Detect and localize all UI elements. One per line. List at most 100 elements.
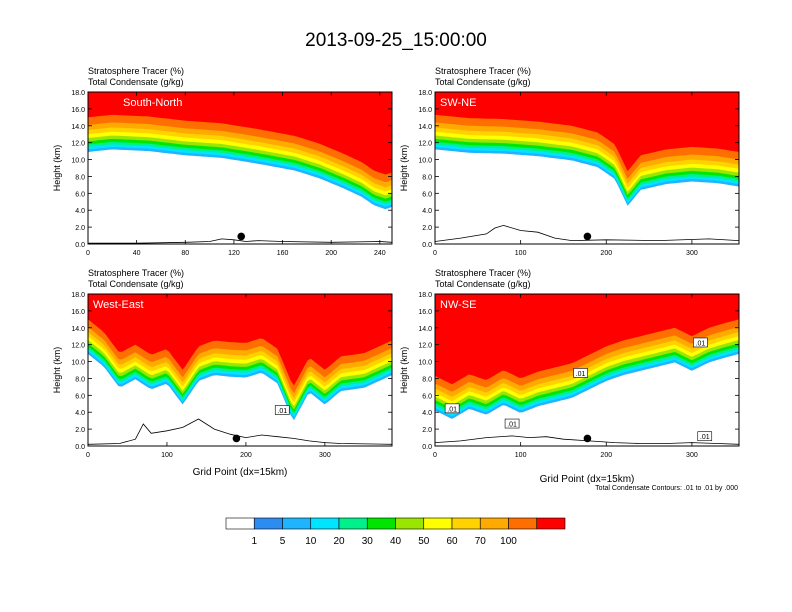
colorbar-swatch (423, 517, 453, 530)
tracer-band (435, 294, 739, 414)
tracer-band (435, 92, 739, 184)
chart-panel: South-North Stratosphere Tracer (%)Total … (52, 66, 393, 257)
colorbar-label: 5 (279, 536, 286, 547)
contour-footnote: Total Condensate Contours: .01 to .01 by… (595, 485, 738, 492)
y-tick-label: 2.0 (75, 225, 85, 232)
x-tick-label: 200 (325, 250, 337, 257)
contour-label-box (504, 418, 520, 429)
location-marker (232, 434, 241, 443)
y-tick-label: 16.0 (418, 107, 432, 114)
plot-frame (434, 91, 740, 245)
colorbar-label: 40 (389, 536, 402, 547)
y-tick-label: 18.0 (418, 90, 432, 97)
tracer-band (435, 294, 739, 402)
tracer-band (435, 294, 739, 419)
colorbar-swatch (536, 517, 566, 530)
tracer-band (88, 92, 392, 175)
panel-label-bottom: Total Condensate (g/kg) (435, 77, 531, 87)
contour-label: .01 (696, 340, 706, 347)
colorbar-label: 100 (500, 536, 517, 547)
panel-name: West-East (93, 299, 144, 311)
y-tick-label: 16.0 (418, 309, 432, 316)
y-tick-label: 4.0 (422, 410, 432, 417)
tracer-band (435, 92, 739, 179)
y-tick-label: 14.0 (71, 326, 85, 333)
y-tick-label: 12.0 (71, 343, 85, 350)
tracer-band (435, 294, 739, 409)
panel-label-top: Stratosphere Tracer (%) (435, 268, 531, 278)
colorbar-label: 20 (333, 536, 345, 547)
panel-name: NW-SE (440, 299, 476, 311)
y-tick-label: 10.0 (71, 360, 85, 367)
contour-label-box (697, 431, 713, 442)
y-tick-label: 0.0 (75, 242, 85, 249)
plot-area: .01 .01 .01 .01 .01 (435, 294, 739, 446)
y-tick-label: 8.0 (422, 174, 432, 181)
x-tick-label: 100 (161, 452, 173, 459)
panel-label-bottom: Total Condensate (g/kg) (88, 77, 184, 87)
panel-label-top: Stratosphere Tracer (%) (88, 66, 184, 76)
tracer-band (88, 294, 392, 399)
x-tick-label: 100 (515, 452, 527, 459)
location-marker (237, 232, 246, 241)
contour-label: .01 (507, 422, 517, 429)
x-tick-label: 160 (277, 250, 289, 257)
tracer-band (88, 294, 392, 394)
plot-background (88, 294, 392, 446)
y-tick-label: 18.0 (418, 292, 432, 299)
y-tick-label: 8.0 (75, 174, 85, 181)
plot-background (88, 92, 392, 244)
y-tick-label: 4.0 (75, 410, 85, 417)
contour-label: .01 (447, 406, 457, 413)
tracer-band (435, 92, 739, 192)
tracer-band (435, 294, 739, 405)
y-tick-label: 12.0 (418, 141, 432, 148)
tracer-band (88, 294, 392, 421)
plot-frame (87, 91, 393, 245)
y-tick-label: 14.0 (71, 124, 85, 131)
plot-area (88, 92, 392, 244)
y-axis-label: Height (km) (399, 347, 409, 394)
tracer-band (435, 294, 739, 392)
colorbar-label: 60 (446, 536, 458, 547)
tracer-band (88, 92, 392, 202)
x-axis-label: Grid Point (dx=15km) (540, 474, 635, 485)
x-tick-label: 0 (86, 250, 90, 257)
y-tick-label: 2.0 (422, 225, 432, 232)
x-tick-label: 0 (433, 250, 437, 257)
terrain-line (435, 435, 739, 445)
y-axis-label: Height (km) (52, 347, 62, 394)
tracer-band (435, 92, 739, 206)
y-tick-label: 18.0 (71, 292, 85, 299)
y-tick-label: 10.0 (418, 360, 432, 367)
panel-name: South-North (123, 97, 182, 109)
tracer-band (88, 92, 392, 207)
y-tick-label: 10.0 (418, 158, 432, 165)
y-tick-label: 2.0 (75, 427, 85, 434)
y-tick-label: 6.0 (422, 393, 432, 400)
plot-area (435, 92, 739, 244)
colorbar-swatch (253, 517, 283, 530)
plot-background (435, 294, 739, 446)
y-tick-label: 8.0 (422, 376, 432, 383)
panel-label-top: Stratosphere Tracer (%) (435, 66, 531, 76)
colorbar (225, 517, 566, 530)
y-tick-label: 6.0 (75, 191, 85, 198)
tracer-band (88, 92, 392, 188)
tracer-band (88, 92, 392, 205)
plot-background (435, 92, 739, 244)
x-tick-label: 200 (240, 452, 252, 459)
y-tick-label: 4.0 (75, 208, 85, 215)
tracer-band (88, 294, 392, 386)
location-marker (583, 434, 592, 443)
colorbar-swatch (338, 517, 368, 530)
x-tick-label: 300 (319, 452, 331, 459)
colorbar-swatch (508, 517, 538, 530)
x-tick-label: 100 (515, 250, 527, 257)
colorbar-swatch (366, 517, 396, 530)
plot-area: .01 (88, 294, 392, 446)
tracer-band (88, 92, 392, 199)
tracer-band (435, 92, 739, 204)
y-tick-label: 18.0 (71, 90, 85, 97)
tracer-band (435, 294, 739, 417)
